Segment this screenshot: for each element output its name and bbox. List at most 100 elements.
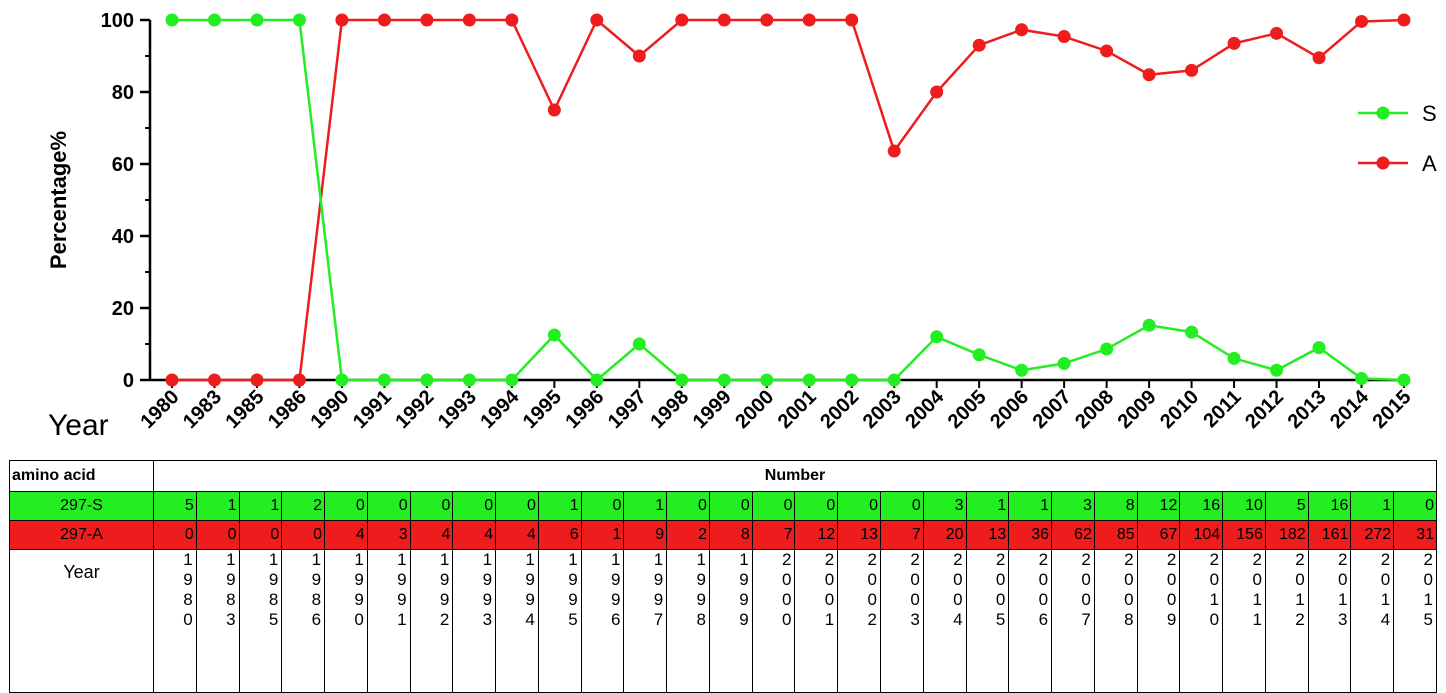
legend-marker-S — [1376, 106, 1390, 120]
x-tick-label: 2010 — [1156, 386, 1203, 433]
table-cell: 4 — [409, 520, 454, 550]
x-tick-label: 1986 — [264, 386, 311, 433]
data-point-A-1986 — [292, 373, 306, 387]
data-point-A-2005 — [972, 38, 986, 52]
y-tick-label: 40 — [112, 226, 134, 248]
table-cell: 2 — [666, 520, 710, 550]
series-layer — [165, 13, 1411, 387]
data-point-S-1997 — [632, 337, 646, 351]
year-digit: 2 — [995, 550, 1006, 569]
table-cell: 12 — [794, 520, 839, 550]
year-digit: 1 — [1337, 590, 1348, 609]
data-point-S-1996 — [590, 373, 604, 387]
data-point-S-2013 — [1312, 341, 1326, 355]
year-digit: 9 — [268, 570, 279, 589]
data-point-A-2012 — [1270, 26, 1284, 40]
year-digit: 2 — [867, 610, 878, 629]
table-cell: 0 — [837, 491, 882, 521]
data-point-A-2013 — [1312, 51, 1326, 65]
data-point-S-2014 — [1355, 372, 1369, 386]
data-point-A-2014 — [1355, 14, 1369, 28]
x-tick-label: 1985 — [221, 386, 268, 433]
table-cell: 0 — [195, 520, 240, 550]
data-point-S-1999 — [717, 373, 731, 387]
year-digit: 2 — [1209, 550, 1220, 569]
year-digit: 2 — [1252, 550, 1262, 569]
year-digit: 4 — [953, 610, 963, 629]
year-digit: 8 — [1124, 610, 1134, 629]
year-digit: 1 — [183, 550, 193, 569]
x-tick-label: 2000 — [731, 386, 778, 433]
x-tick-label: 1990 — [306, 386, 353, 433]
series-line-S — [172, 18, 1405, 382]
table-cell: 0 — [409, 491, 454, 521]
year-digit: 8 — [226, 590, 236, 609]
year-digit: 2 — [867, 550, 878, 569]
table-cell: 0 — [452, 491, 497, 521]
x-tick-label: 2011 — [1199, 386, 1245, 432]
x-tick-label: 1999 — [689, 386, 736, 433]
year-digit: 9 — [397, 590, 407, 609]
year-digit: 1 — [525, 550, 535, 569]
table-cell: 0 — [880, 491, 924, 521]
year-digit: 2 — [1038, 550, 1049, 569]
year-digit: 1 — [397, 610, 407, 629]
table-cell: 0 — [708, 491, 753, 521]
x-tick-label: 2007 — [1029, 386, 1076, 433]
year-digit: 1 — [397, 550, 407, 569]
year-digit: 0 — [867, 590, 878, 609]
table-cell: 7 — [880, 520, 924, 550]
year-digit: 0 — [1081, 570, 1091, 589]
year-digit: 0 — [1337, 570, 1348, 589]
year-digit: 2 — [439, 610, 450, 629]
year-digit: 9 — [568, 590, 578, 609]
table-cell: 1 — [580, 520, 625, 550]
year-digit: 0 — [782, 610, 792, 629]
table-cell: 31 — [1393, 520, 1437, 550]
year-digit: 9 — [525, 590, 535, 609]
table-cell: 0 — [580, 491, 625, 521]
table-cell: 156 — [1222, 520, 1266, 550]
data-point-A-2004 — [930, 85, 944, 99]
data-point-A-1998 — [675, 13, 689, 27]
year-digit: 9 — [696, 590, 706, 609]
year-digit: 3 — [1337, 610, 1348, 629]
year-digit: 6 — [610, 610, 621, 629]
table-cell: 8 — [708, 520, 753, 550]
year-digit: 0 — [1295, 570, 1305, 589]
data-point-A-1997 — [632, 49, 646, 63]
data-point-A-2015 — [1397, 13, 1411, 27]
table-cell: 0 — [238, 520, 283, 550]
table-cell: 1 — [965, 491, 1010, 521]
x-tick-label: 1983 — [179, 386, 226, 433]
x-tick-label: 2003 — [859, 386, 906, 433]
data-point-S-1992 — [420, 373, 434, 387]
x-tick-label: 1980 — [137, 386, 184, 433]
legend-marker-A — [1376, 156, 1390, 170]
year-digit: 1 — [354, 550, 364, 569]
year-digit: 5 — [1423, 610, 1433, 629]
data-point-S-1990 — [335, 373, 349, 387]
table-cell: 3 — [1051, 491, 1095, 521]
data-point-A-2002 — [845, 13, 859, 27]
data-point-S-2007 — [1057, 356, 1071, 370]
year-digit: 9 — [610, 590, 621, 609]
table-cell: 1 — [537, 491, 582, 521]
data-point-A-1990 — [335, 13, 349, 27]
year-digit: 9 — [226, 570, 236, 589]
year-digit: 4 — [1380, 610, 1391, 629]
